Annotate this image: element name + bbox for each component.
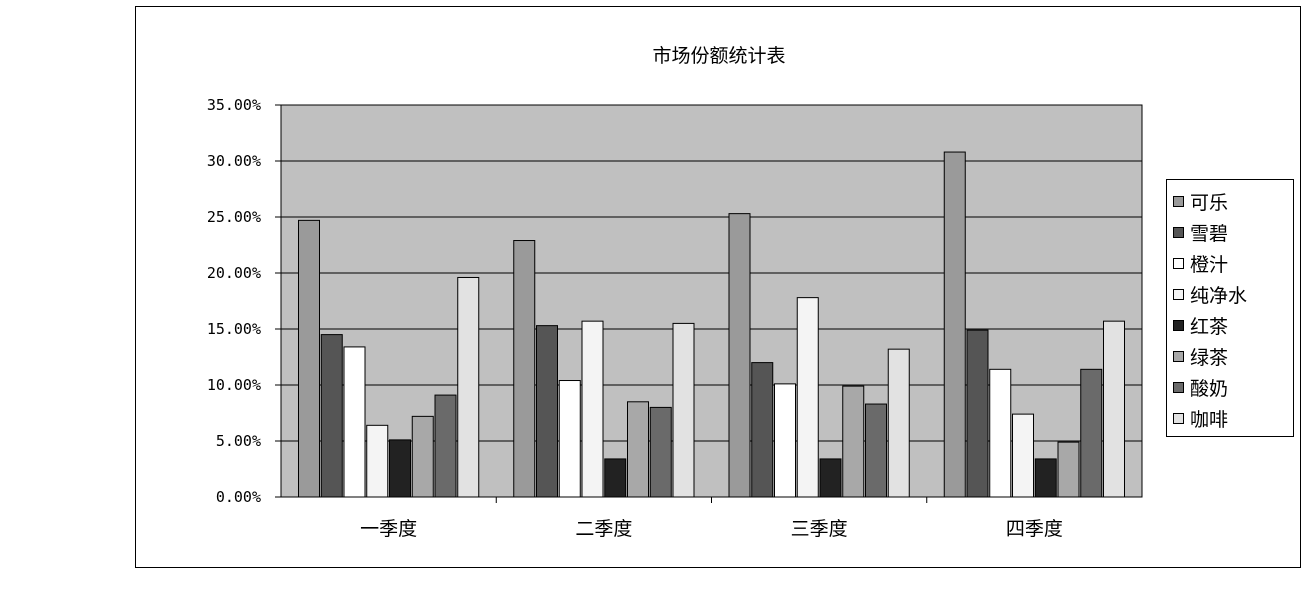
legend-item: 雪碧 — [1173, 217, 1293, 248]
legend-item: 绿茶 — [1173, 341, 1293, 372]
bar — [536, 325, 558, 498]
bar — [943, 151, 966, 498]
bar — [434, 394, 457, 498]
bar — [604, 458, 627, 498]
chart-frame: 0.00% 5.00% 10.00% 15.00% 20.00% 25.00% 30.00%… — [135, 6, 1301, 568]
bar — [672, 322, 695, 498]
bar — [366, 424, 389, 498]
bar — [796, 297, 819, 498]
legend-label: 雪碧 — [1190, 223, 1229, 245]
bar — [411, 415, 434, 498]
bar — [457, 276, 480, 498]
y-tick-label: 30.00% — [207, 152, 261, 170]
legend-swatch — [1173, 382, 1184, 393]
x-tick-label: 一季度 — [360, 518, 417, 540]
legend-item: 可乐 — [1173, 186, 1293, 217]
legend-item: 橙汁 — [1173, 248, 1293, 279]
y-tick-label: 15.00% — [207, 320, 261, 338]
legend-swatch — [1173, 413, 1184, 424]
bar — [751, 362, 774, 498]
x-tick-label: 二季度 — [575, 518, 632, 540]
legend-swatch — [1173, 196, 1184, 207]
y-axis-ticks: 0.00% 5.00% 10.00% 15.00% 20.00% 25.00% 30.00%… — [207, 96, 281, 506]
bar — [1103, 320, 1125, 498]
y-tick-label: 35.00% — [207, 96, 261, 114]
legend-label: 橙汁 — [1190, 254, 1229, 276]
bar — [627, 401, 649, 498]
bar — [1012, 413, 1034, 498]
bars — [298, 151, 1125, 498]
bar — [1034, 458, 1057, 498]
legend-label: 可乐 — [1190, 192, 1229, 214]
bar — [320, 334, 343, 498]
bar — [1080, 368, 1103, 498]
bar — [343, 346, 366, 498]
x-tick-label: 三季度 — [791, 518, 848, 540]
legend-swatch — [1173, 227, 1184, 238]
legend-label: 咖啡 — [1190, 409, 1229, 431]
bar — [989, 368, 1012, 498]
legend-item: 红茶 — [1173, 310, 1293, 341]
y-tick-label: 25.00% — [207, 208, 261, 226]
legend-label: 红茶 — [1190, 316, 1229, 338]
legend: 可乐雪碧橙汁纯净水红茶绿茶酸奶咖啡 — [1166, 179, 1294, 437]
y-tick-label: 20.00% — [207, 264, 261, 282]
bar — [819, 458, 842, 498]
legend-swatch — [1173, 351, 1184, 362]
bar — [728, 213, 751, 498]
bar — [966, 329, 989, 498]
legend-item: 纯净水 — [1173, 279, 1293, 310]
chart-svg: 0.00% 5.00% 10.00% 15.00% 20.00% 25.00% 30.00%… — [207, 96, 1143, 540]
legend-label: 绿茶 — [1190, 347, 1229, 369]
x-axis-ticks: 一季度 二季度 三季度 四季度 — [360, 497, 1063, 540]
legend-swatch — [1173, 258, 1184, 269]
bar — [774, 383, 796, 498]
bar — [581, 320, 604, 498]
legend-item: 咖啡 — [1173, 403, 1293, 434]
y-tick-label: 10.00% — [207, 376, 261, 394]
bar — [887, 348, 910, 498]
bar — [389, 439, 411, 498]
legend-swatch — [1173, 320, 1184, 331]
bar — [298, 219, 320, 498]
bar — [842, 385, 865, 498]
legend-item: 酸奶 — [1173, 372, 1293, 403]
chart-title: 市场份额统计表 — [652, 45, 786, 67]
bar — [865, 403, 887, 498]
y-tick-label: 0.00% — [216, 488, 261, 506]
bar — [1057, 441, 1080, 498]
legend-swatch — [1173, 289, 1184, 300]
legend-label: 纯净水 — [1190, 285, 1248, 307]
bar — [513, 240, 536, 498]
legend-label: 酸奶 — [1190, 378, 1229, 400]
y-tick-label: 5.00% — [216, 432, 261, 450]
bar — [649, 406, 672, 498]
x-tick-label: 四季度 — [1006, 518, 1063, 540]
bar — [558, 380, 581, 498]
